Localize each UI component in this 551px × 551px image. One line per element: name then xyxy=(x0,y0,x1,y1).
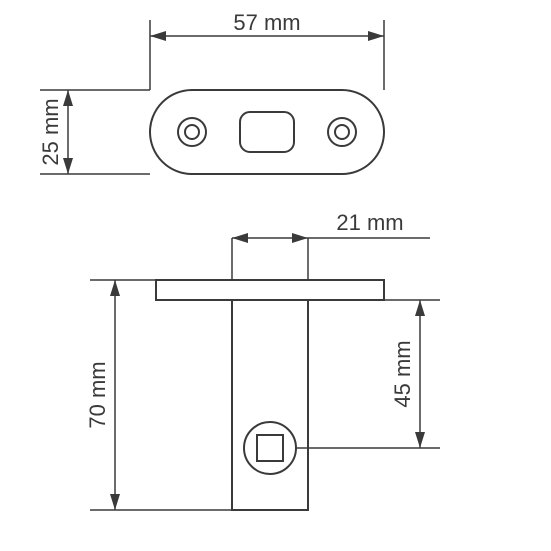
dim-21mm: 21 mm xyxy=(232,210,430,243)
dim-45mm-label: 45 mm xyxy=(390,340,415,407)
side-view xyxy=(156,238,384,510)
dim-25mm: 25 mm xyxy=(38,90,150,174)
dim-57mm: 57 mm xyxy=(150,10,384,90)
top-view xyxy=(150,90,384,174)
dim-70mm-label: 70 mm xyxy=(85,361,110,428)
technical-drawing: 57 mm 25 mm 21 mm 70 mm xyxy=(0,0,551,551)
dim-21mm-label: 21 mm xyxy=(336,210,403,235)
dim-45mm: 45 mm xyxy=(296,300,440,448)
dim-57mm-label: 57 mm xyxy=(233,10,300,35)
dim-25mm-label: 25 mm xyxy=(38,98,63,165)
dim-70mm: 70 mm xyxy=(85,280,232,510)
